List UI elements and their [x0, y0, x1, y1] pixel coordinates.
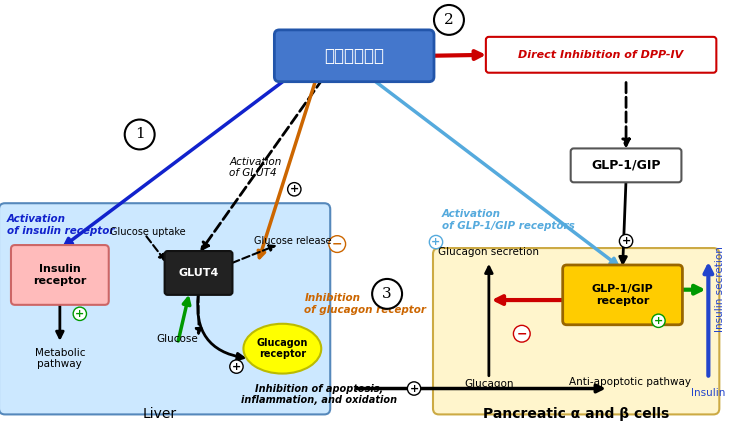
- FancyBboxPatch shape: [571, 148, 681, 182]
- Text: Glucagon
receptor: Glucagon receptor: [257, 338, 308, 360]
- Text: Glucose: Glucose: [157, 334, 199, 344]
- FancyBboxPatch shape: [433, 248, 719, 415]
- Text: Insulin secretion: Insulin secretion: [715, 246, 726, 332]
- Text: 3: 3: [383, 287, 392, 301]
- FancyBboxPatch shape: [0, 203, 330, 415]
- Text: Inhibition of apoptosis,
inflammation, and oxidation: Inhibition of apoptosis, inflammation, a…: [241, 384, 397, 405]
- Text: Glucagon: Glucagon: [464, 379, 514, 389]
- Text: ラクダミルク: ラクダミルク: [324, 47, 384, 65]
- Text: +: +: [410, 384, 419, 393]
- Text: Insulin
receptor: Insulin receptor: [33, 264, 87, 286]
- Text: +: +: [431, 237, 441, 247]
- Text: Activation
of insulin receptor: Activation of insulin receptor: [7, 214, 115, 236]
- FancyBboxPatch shape: [11, 245, 109, 305]
- Text: 2: 2: [444, 13, 454, 27]
- FancyBboxPatch shape: [274, 30, 434, 82]
- Circle shape: [125, 120, 155, 149]
- Text: Glucagon secretion: Glucagon secretion: [439, 247, 539, 257]
- Text: GLP-1/GIP
receptor: GLP-1/GIP receptor: [592, 284, 653, 306]
- Text: Glucose release: Glucose release: [255, 236, 332, 246]
- Text: +: +: [290, 184, 299, 194]
- Text: GLP-1/GIP: GLP-1/GIP: [591, 159, 661, 172]
- Text: Glucose uptake: Glucose uptake: [110, 227, 185, 237]
- Text: Activation
of GLUT4: Activation of GLUT4: [229, 157, 282, 178]
- FancyBboxPatch shape: [486, 37, 716, 73]
- Text: 1: 1: [135, 127, 145, 141]
- Text: Direct Inhibition of DPP-IV: Direct Inhibition of DPP-IV: [518, 50, 684, 60]
- Text: +: +: [654, 316, 663, 326]
- Text: Pancreatic α and β cells: Pancreatic α and β cells: [483, 407, 669, 421]
- Text: +: +: [232, 362, 241, 371]
- Text: Activation
of GLP-1/GIP receptors: Activation of GLP-1/GIP receptors: [442, 209, 575, 231]
- Text: −: −: [517, 327, 527, 340]
- FancyBboxPatch shape: [165, 251, 232, 295]
- Text: −: −: [332, 238, 342, 250]
- Text: GLUT4: GLUT4: [178, 268, 219, 278]
- Text: +: +: [621, 236, 631, 246]
- Text: Inhibition
of glucagon receptor: Inhibition of glucagon receptor: [304, 293, 426, 315]
- Circle shape: [372, 279, 402, 309]
- Text: Metabolic
pathway: Metabolic pathway: [34, 348, 85, 369]
- Ellipse shape: [243, 324, 321, 374]
- Circle shape: [434, 5, 464, 35]
- Text: Insulin: Insulin: [691, 388, 726, 398]
- Text: Anti-apoptotic pathway: Anti-apoptotic pathway: [569, 376, 691, 387]
- Text: +: +: [75, 309, 85, 319]
- Text: Liver: Liver: [142, 407, 177, 421]
- FancyBboxPatch shape: [563, 265, 683, 325]
